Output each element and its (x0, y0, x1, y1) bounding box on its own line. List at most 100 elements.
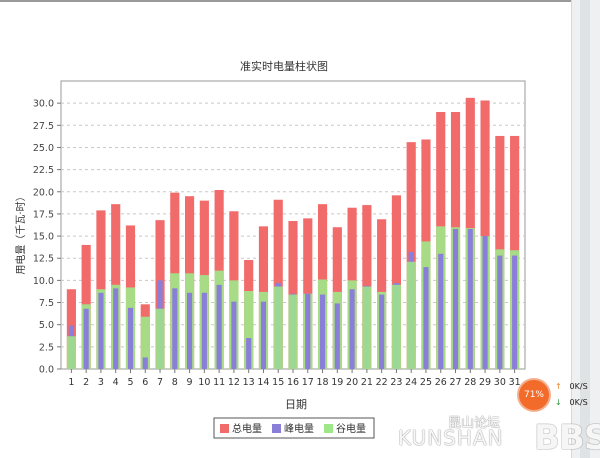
x-tick-label: 17 (302, 377, 314, 388)
x-tick-label: 10 (198, 377, 210, 388)
x-tick-label: 14 (257, 377, 269, 388)
x-tick-label: 11 (213, 377, 225, 388)
bar-peak (83, 308, 89, 369)
x-tick-label: 13 (243, 377, 255, 388)
upload-arrow-icon: ↑ (555, 382, 562, 391)
bar-peak (216, 284, 222, 369)
legend-swatch (272, 424, 281, 433)
y-tick-label: 25.0 (33, 143, 54, 154)
legend-swatch (324, 424, 333, 433)
x-tick-label: 26 (435, 377, 447, 388)
bar-peak (349, 289, 355, 369)
bar-peak (113, 288, 119, 369)
x-tick-label: 25 (420, 377, 432, 388)
legend-label: 总电量 (232, 422, 262, 435)
x-tick-label: 15 (272, 377, 284, 388)
scrollbar-thumb[interactable] (580, 0, 590, 458)
x-tick-label: 27 (449, 377, 461, 388)
watermark: 昆山论坛 KUNSHAN BBS (398, 412, 600, 458)
y-tick-label: 17.5 (33, 209, 54, 220)
x-tick-label: 2 (83, 377, 89, 388)
scrollbar[interactable] (571, 0, 600, 458)
y-tick-label: 12.5 (33, 254, 54, 265)
y-tick-label: 30.0 (33, 99, 54, 110)
x-tick-label: 19 (331, 377, 343, 388)
bar-valley (155, 308, 165, 369)
x-tick-label: 23 (390, 377, 402, 388)
bar-valley (140, 316, 150, 369)
bar-valley (244, 291, 254, 369)
download-arrow-icon: ↓ (555, 398, 562, 407)
y-tick-label: 5.0 (39, 320, 54, 331)
x-tick-label: 4 (113, 377, 119, 388)
bar-peak (379, 294, 385, 369)
bar-valley (362, 286, 372, 369)
y-tick-label: 15.0 (33, 232, 54, 243)
x-tick-label: 30 (494, 377, 506, 388)
x-tick-label: 9 (187, 377, 193, 388)
bar-peak (260, 301, 267, 369)
bar-peak (452, 228, 459, 369)
bar-peak (512, 255, 518, 369)
x-axis-label: 日期 (285, 398, 307, 411)
x-tick-label: 18 (317, 377, 329, 388)
bar-peak (231, 301, 237, 369)
y-tick-label: 27.5 (33, 121, 54, 132)
bar-valley (391, 284, 401, 369)
plot-area: 0.0 2.5 5.0 7.5 10.0 12.5 15.0 17.5 20.0 22.5 25.0… (33, 80, 526, 388)
bar-total (480, 100, 490, 369)
y-tick-label: 7.5 (39, 298, 54, 309)
bar-peak (423, 267, 429, 369)
bar-peak (482, 236, 488, 369)
x-tick-label: 6 (142, 377, 148, 388)
y-tick-label: 10.0 (33, 276, 54, 287)
bar-total (391, 195, 401, 369)
y-tick-label: 22.5 (33, 165, 54, 176)
legend-label: 峰电量 (284, 422, 314, 435)
watermark-bbs: BBS (534, 418, 600, 458)
bar-valley (406, 261, 416, 369)
x-tick-label: 21 (361, 377, 373, 388)
x-tick-label: 16 (287, 377, 299, 388)
x-tick-label: 22 (376, 377, 388, 388)
x-tick-label: 7 (157, 377, 163, 388)
bar-peak (127, 307, 134, 369)
bar-peak (98, 292, 104, 369)
bar-peak (319, 294, 326, 369)
bar-peak (497, 255, 503, 369)
speed-ring[interactable]: 71% (517, 378, 551, 412)
bar-valley (288, 294, 298, 369)
bar-peak (142, 357, 148, 369)
x-tick-label: 3 (98, 377, 104, 388)
x-tick-label: 1 (68, 377, 74, 388)
upload-speed: 0K/S (569, 382, 588, 391)
x-tick-label: 29 (479, 377, 491, 388)
x-tick-label: 5 (127, 377, 133, 388)
download-row: ↓ 0K/S (555, 398, 588, 407)
x-tick-label: 20 (346, 377, 358, 388)
bar-valley (66, 336, 76, 369)
y-tick-label: 0.0 (39, 365, 54, 376)
x-tick-label: 31 (509, 377, 521, 388)
x-tick-label: 28 (464, 377, 476, 388)
bar-peak (187, 292, 193, 369)
bar-peak (334, 303, 340, 369)
x-tick-label: 24 (405, 377, 417, 388)
legend-box (213, 417, 375, 439)
bar-peak (467, 228, 473, 369)
bar-peak (246, 337, 252, 369)
speed-percent: 71% (523, 390, 544, 400)
network-speed-widget[interactable]: 71% ↑ 0K/S ↓ 0K/S (517, 378, 595, 414)
legend-label: 谷电量 (336, 422, 366, 435)
bar-peak (201, 292, 207, 369)
bar-valley (273, 286, 283, 369)
y-axis-label: 用电量（千瓦·时） (14, 191, 27, 274)
upload-row: ↑ 0K/S (555, 382, 588, 391)
bar-peak (305, 293, 311, 369)
top-border (0, 0, 600, 2)
watermark-cn: 昆山论坛 (448, 416, 501, 431)
x-tick-label: 12 (228, 377, 240, 388)
y-tick-label: 20.0 (33, 187, 54, 198)
watermark-kunshan: KUNSHAN (398, 426, 504, 450)
bar-chart: 准实时电量柱状图 0.0 2.5 5.0 7.5 10.0 12.5 15.0 17.5 20.… (14, 59, 526, 439)
